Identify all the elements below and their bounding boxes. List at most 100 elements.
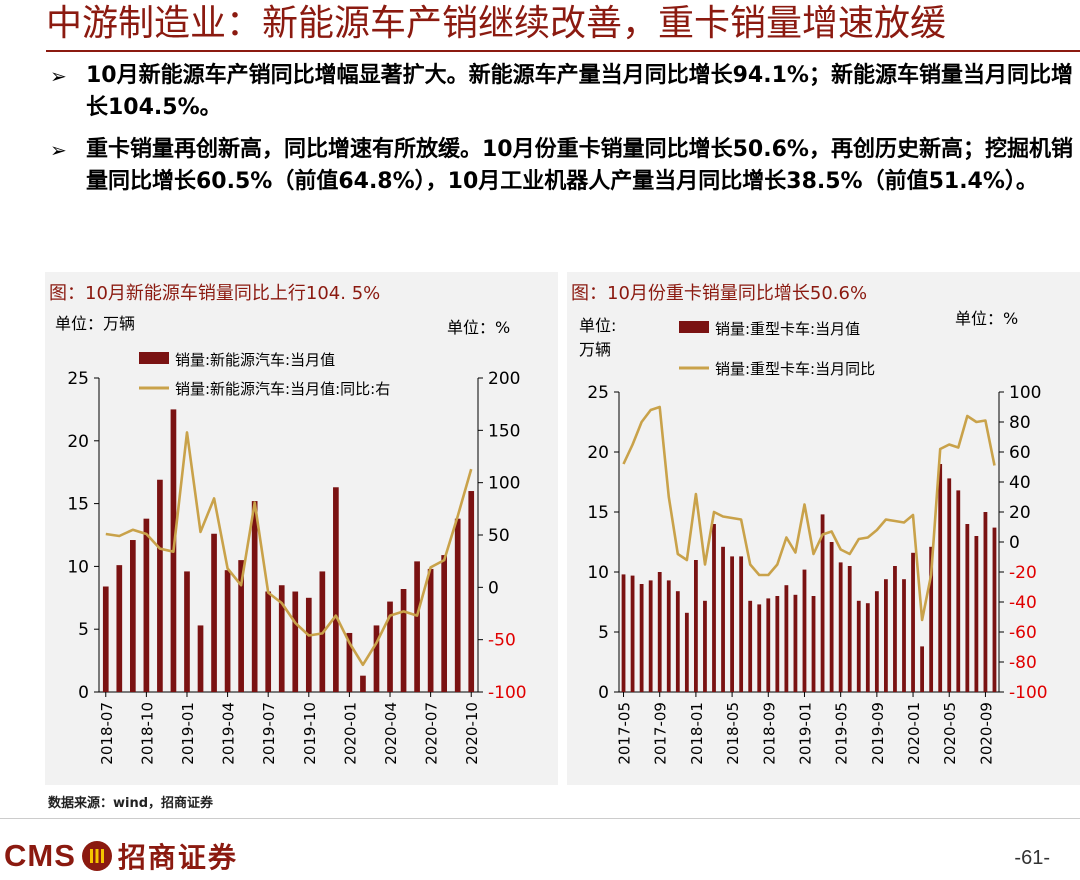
right-axis-tick-label: 100	[488, 474, 520, 494]
arrow-bullet-icon: ➢	[50, 64, 67, 88]
left-axis-tick-label: 20	[67, 432, 89, 452]
bar	[387, 601, 393, 692]
bar	[793, 594, 798, 692]
bar	[360, 675, 366, 692]
x-axis-tick-label: 2019-01	[796, 702, 814, 765]
bar	[838, 562, 843, 692]
bar	[143, 518, 150, 692]
bar	[278, 585, 285, 692]
left-axis-tick-label: 0	[598, 683, 609, 703]
left-axis-tick-label: 0	[78, 683, 89, 703]
right-axis-tick-label: 100	[1009, 383, 1041, 403]
bar	[911, 552, 915, 692]
bar	[116, 565, 123, 692]
bullet-item: ➢ 重卡销量再创新高，同比增速有所放缓。10月份重卡销量同比增长50.6%，再创…	[48, 134, 1073, 198]
bar	[847, 566, 852, 692]
right-axis-tick-label: 50	[488, 526, 510, 546]
x-axis-tick-label: 2018-09	[760, 702, 778, 765]
left-axis-tick-label: 10	[67, 557, 89, 577]
x-axis-tick-label: 2018-01	[688, 702, 706, 765]
x-axis-tick-label: 2017-05	[616, 702, 634, 765]
bar	[730, 556, 734, 692]
logo-company-name: 招商证券	[117, 841, 238, 874]
bar	[197, 625, 204, 692]
right-axis-tick-label: -100	[488, 683, 527, 703]
bar	[992, 527, 997, 692]
bar	[893, 566, 897, 692]
x-axis-tick-label: 2020-01	[341, 702, 359, 765]
bar	[630, 575, 635, 692]
legend-bar-swatch	[139, 352, 169, 364]
right-axis-tick-label: 40	[1009, 473, 1031, 493]
legend-line-label: 销量:重型卡车:当月同比	[715, 360, 875, 378]
left-axis-tick-label: 15	[587, 503, 609, 523]
left-axis-tick-label: 5	[598, 623, 609, 643]
right-axis-tick-label: -80	[1009, 653, 1037, 673]
legend-bar-swatch	[679, 321, 709, 333]
x-axis-tick-label: 2019-05	[833, 702, 851, 765]
bar	[956, 490, 961, 692]
left-axis-tick-label: 25	[587, 383, 609, 403]
bar	[305, 597, 312, 692]
left-axis-unit: 单位:	[579, 316, 616, 335]
bar	[965, 524, 970, 692]
right-axis-tick-label: -60	[1009, 623, 1037, 643]
bar	[784, 585, 789, 692]
bar	[265, 591, 272, 692]
bar	[666, 580, 671, 692]
x-axis-tick-label: 2019-09	[869, 702, 887, 765]
x-axis-tick-label: 2020-09	[977, 702, 995, 765]
bar	[766, 598, 771, 692]
x-axis-tick-label: 2019-01	[179, 702, 197, 765]
bar	[703, 600, 707, 692]
bar	[829, 542, 834, 692]
title-underline	[46, 50, 1080, 52]
legend-line-label: 销量:新能源汽车:当月值:同比:右	[175, 380, 390, 398]
right-axis-tick-label: 0	[1009, 533, 1020, 553]
x-axis-tick-label: 2019-10	[301, 702, 319, 765]
right-axis-tick-label: 80	[1009, 413, 1031, 433]
bar	[712, 524, 716, 692]
bar	[739, 556, 744, 692]
bar	[929, 546, 934, 692]
bar	[292, 591, 299, 692]
bar	[224, 570, 231, 692]
x-axis-tick-label: 2020-10	[463, 702, 481, 765]
bar	[157, 479, 163, 692]
page-number: -61-	[1014, 847, 1050, 869]
right-axis-tick-label: 0	[488, 578, 499, 598]
left-axis-tick-label: 25	[67, 369, 89, 389]
x-axis-tick-label: 2017-09	[652, 702, 670, 765]
cms-logo: CMS 招商证券	[4, 838, 238, 874]
bar	[184, 571, 190, 692]
chart-title: 图：10月新能源车销量同比上行104. 5%	[49, 283, 380, 304]
legend-bar-label: 销量:新能源汽车:当月值	[175, 351, 335, 369]
right-axis-unit: 单位：%	[447, 318, 510, 337]
bar	[902, 579, 906, 692]
bullet-text: 重卡销量再创新高，同比增速有所放缓。10月份重卡销量同比增长50.6%，再创历史…	[86, 137, 1073, 194]
right-axis-tick-label: -50	[488, 631, 516, 651]
bar	[373, 625, 380, 692]
bar	[102, 586, 109, 692]
logo-text: CMS	[4, 838, 76, 873]
bar	[211, 533, 217, 692]
series-line	[622, 405, 996, 622]
bar	[427, 568, 434, 692]
bar	[657, 572, 662, 692]
bar	[129, 540, 136, 692]
bar	[865, 603, 870, 692]
arrow-bullet-icon: ➢	[50, 138, 67, 162]
bullet-text: 10月新能源车产销同比增幅显著扩大。新能源车产量当月同比增长94.1%；新能源车…	[86, 63, 1073, 120]
x-axis-tick-label: 2020-07	[423, 702, 441, 765]
data-source-note: 数据来源：wind，招商证券	[48, 796, 214, 811]
left-axis-tick-label: 20	[587, 443, 609, 463]
right-axis-tick-label: 150	[488, 421, 520, 441]
page-title: 中游制造业：新能源车产销继续改善，重卡销量增速放缓	[46, 3, 947, 44]
x-axis-tick-label: 2020-04	[382, 702, 400, 765]
left-axis-tick-label: 5	[78, 620, 89, 640]
bar	[947, 478, 952, 692]
x-axis-tick-label: 2018-07	[98, 702, 116, 765]
bullet-item: ➢ 10月新能源车产销同比增幅显著扩大。新能源车产量当月同比增长94.1%；新能…	[48, 60, 1073, 124]
bar	[938, 464, 943, 692]
bar	[757, 604, 762, 692]
